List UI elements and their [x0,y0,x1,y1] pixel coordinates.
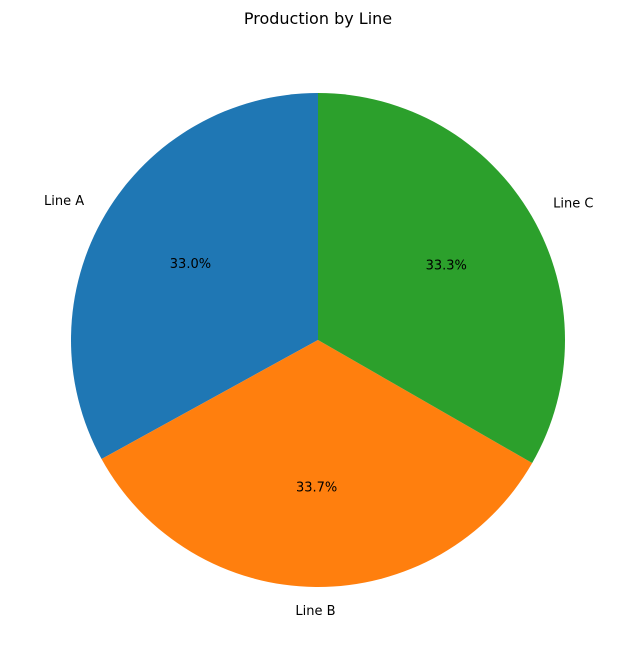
slice-label: Line A [44,194,84,209]
slice-percent-label: 33.3% [426,258,467,273]
slice-label: Line B [295,604,335,619]
chart-title: Production by Line [244,9,392,28]
slice-percent-label: 33.7% [296,481,337,496]
pie-slice-line-a [70,93,318,459]
pie-slice-line-c [318,93,566,464]
pie-slice-line-b [101,340,533,588]
pie-slices [70,93,566,588]
slice-percent-label: 33.0% [170,257,211,272]
slice-label: Line C [553,196,593,211]
pie-labels: Line A 33.0% Line B 33.7% Line C 33.3% [44,194,593,619]
